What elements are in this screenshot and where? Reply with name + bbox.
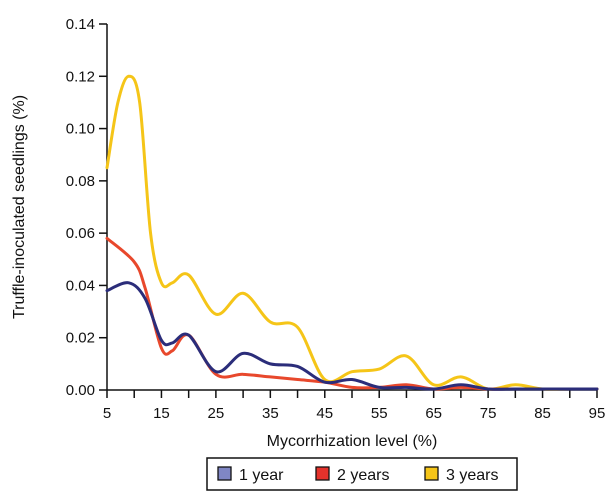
y-tick-label: 0.08	[66, 173, 95, 190]
x-tick-label: 55	[371, 405, 388, 422]
legend-swatch	[424, 466, 439, 481]
y-tick-label: 0.10	[66, 121, 95, 138]
x-tick-label: 75	[480, 405, 497, 422]
series-line-2-years	[105, 236, 599, 391]
x-axis-title: Mycorrhization level (%)	[267, 433, 438, 450]
series-line-3-years	[105, 74, 599, 391]
x-tick-label: 85	[534, 405, 551, 422]
legend-label: 2 years	[337, 467, 389, 484]
series-line-1-year	[105, 281, 599, 391]
legend-label: 3 years	[446, 467, 498, 484]
y-tick-label: 0.04	[66, 277, 95, 294]
x-tick-label: 25	[208, 405, 225, 422]
legend: 1 year 2 years 3 years	[206, 457, 518, 491]
x-tick-label: 35	[262, 405, 279, 422]
y-tick-label: 0.00	[66, 382, 95, 399]
y-tick-label: 0.06	[66, 225, 95, 242]
x-tick-label: 65	[425, 405, 442, 422]
y-tick-label: 0.14	[66, 16, 95, 33]
y-axis-title: Truffle-inoculated seedlings (%)	[11, 95, 28, 319]
legend-swatch	[315, 466, 330, 481]
x-tick-label: 45	[316, 405, 333, 422]
legend-label: 1 year	[239, 467, 284, 484]
series-layer	[105, 74, 599, 391]
x-tick-label: 5	[103, 405, 111, 422]
axis-labels: Mycorrhization level (%) Truffle-inocula…	[11, 95, 437, 450]
axes: 0.00 0.02 0.04 0.06 0.08 0.10 0.12 0.14 5 15 25 35 4…	[66, 16, 606, 422]
legend-box	[206, 457, 518, 491]
y-tick-label: 0.02	[66, 330, 95, 347]
x-tick-label: 15	[153, 405, 170, 422]
legend-swatch	[217, 466, 232, 481]
x-tick-label: 95	[589, 405, 606, 422]
y-tick-label: 0.12	[66, 68, 95, 85]
